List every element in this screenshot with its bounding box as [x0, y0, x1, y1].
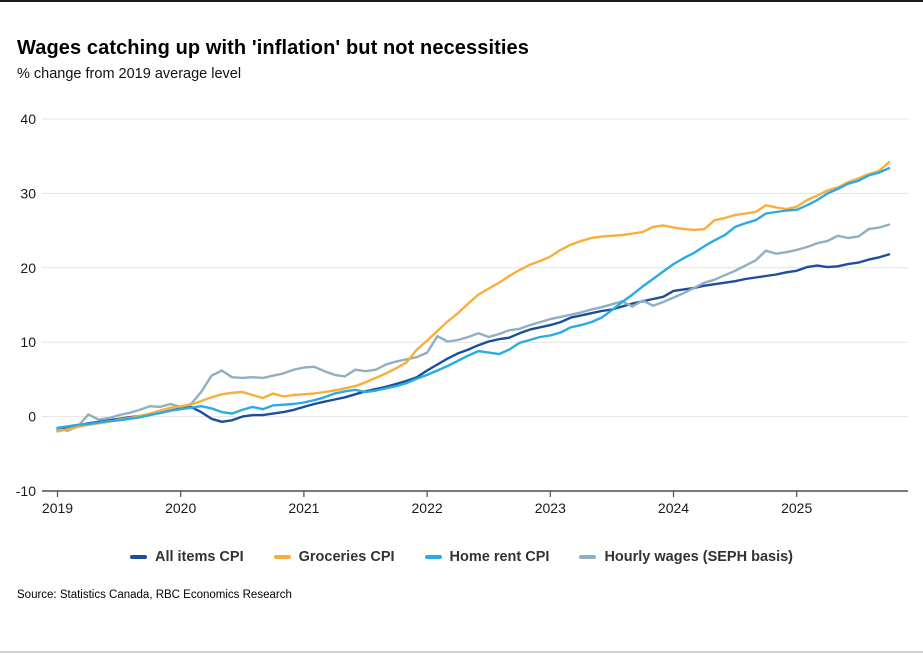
x-tick-label: 2021: [288, 500, 319, 516]
legend-swatch: [273, 555, 291, 559]
series-line-all-items-cpi: [56, 253, 891, 432]
source-note: Source: Statistics Canada, RBC Economics…: [17, 589, 292, 601]
x-tick-label: 2019: [42, 500, 73, 516]
line-chart-plot: 40 30 20 10 0 -10 2019 2020 2021 2022 2023 2024 2025: [16, 111, 908, 516]
legend-item-hourly-wages-seph-basis: Hourly wages (SEPH basis): [579, 549, 793, 565]
y-tick-label: 10: [20, 334, 36, 350]
chart-legend: All items CPI Groceries CPI Home rent CPI H…: [0, 546, 923, 568]
series-line-hourly-wages-seph-basis: [56, 223, 891, 432]
legend-item-groceries-cpi: Groceries CPI: [273, 549, 395, 565]
legend-label: All items CPI: [154, 549, 244, 565]
y-tick-label: -10: [16, 483, 36, 499]
chart-title: Wages catching up with 'inflation' but n…: [17, 37, 529, 59]
x-axis-labels: 2019 2020 2021 2022 2023 2024 2025: [42, 500, 813, 516]
y-tick-label: 30: [20, 185, 36, 201]
x-axis: [42, 490, 908, 497]
y-tick-label: 20: [20, 260, 36, 276]
top-border-rule: [0, 0, 923, 2]
legend-label: Hourly wages (SEPH basis): [604, 549, 794, 565]
x-tick-label: 2020: [165, 500, 196, 516]
bottom-border-rule: [0, 651, 923, 653]
legend-swatch: [579, 555, 597, 559]
legend-label: Groceries CPI: [298, 549, 395, 565]
x-tick-label: 2025: [781, 500, 812, 516]
y-tick-label: 40: [20, 111, 36, 127]
series-line-home-rent-cpi: [56, 166, 891, 429]
legend-label: Home rent CPI: [449, 549, 550, 565]
y-axis-labels: 40 30 20 10 0 -10: [16, 111, 36, 499]
chart-subtitle: % change from 2019 average level: [17, 66, 242, 82]
x-tick-label: 2023: [535, 500, 566, 516]
legend-swatch: [424, 555, 442, 559]
legend-swatch: [129, 555, 147, 559]
series-line-groceries-cpi: [56, 161, 891, 433]
legend-item-home-rent-cpi: Home rent CPI: [424, 549, 550, 565]
x-tick-label: 2022: [412, 500, 443, 516]
x-tick-label: 2024: [658, 500, 689, 516]
y-gridlines: [42, 118, 908, 418]
legend-item-all-items-cpi: All items CPI: [129, 549, 244, 565]
y-tick-label: 0: [28, 409, 36, 425]
